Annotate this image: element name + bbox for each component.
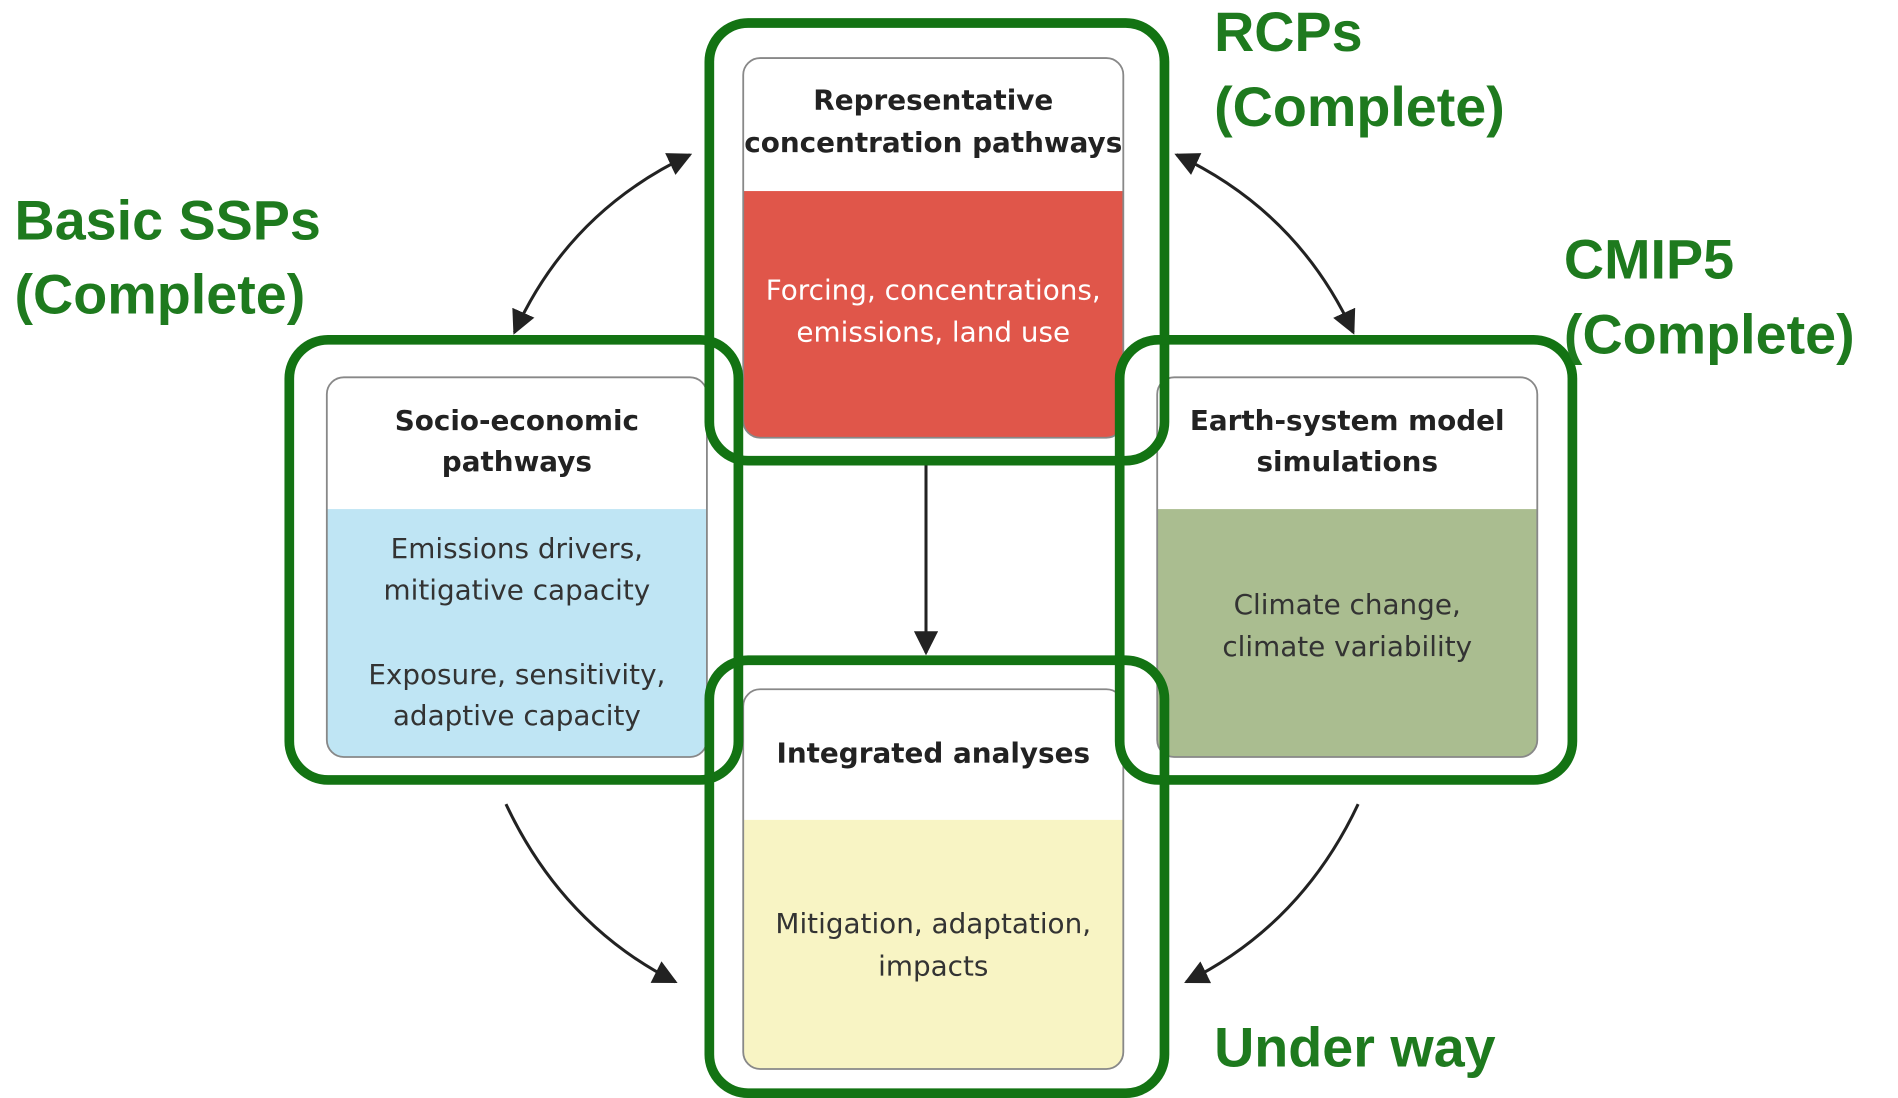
arrow bbox=[512, 153, 693, 335]
box-border bbox=[325, 376, 708, 758]
node-title: concentration pathways bbox=[744, 126, 1122, 159]
box bbox=[743, 689, 1124, 1069]
arrow bbox=[1184, 803, 1360, 984]
box bbox=[743, 58, 1124, 438]
node-body: emissions, land use bbox=[796, 316, 1070, 349]
box bbox=[1157, 377, 1538, 757]
node-title: Socio-economic bbox=[395, 404, 639, 437]
status-frame bbox=[704, 655, 1170, 1098]
node-body: Mitigation, adaptation, bbox=[775, 907, 1091, 940]
node-title: Integrated analyses bbox=[776, 737, 1090, 770]
node-body: impacts bbox=[878, 949, 988, 982]
node-title: pathways bbox=[442, 445, 592, 478]
status-frame bbox=[284, 334, 744, 785]
node-title: Earth-system model bbox=[1190, 404, 1505, 437]
status-label: Basic SSPs bbox=[15, 190, 321, 252]
status-frame bbox=[1114, 334, 1578, 785]
box-border bbox=[1156, 376, 1539, 758]
node-body: Emissions drivers, bbox=[391, 532, 643, 565]
box bbox=[326, 377, 707, 757]
node-body: Forcing, concentrations, bbox=[766, 273, 1101, 306]
arrow bbox=[1174, 153, 1356, 335]
node-title: Representative bbox=[813, 84, 1053, 117]
arrow bbox=[504, 803, 678, 984]
box-border bbox=[742, 57, 1125, 439]
node-body: adaptive capacity bbox=[393, 699, 641, 732]
status-frame bbox=[704, 18, 1170, 466]
status-label: (Complete) bbox=[15, 263, 306, 325]
node-title: simulations bbox=[1256, 445, 1438, 478]
status-label: Under way bbox=[1214, 1017, 1496, 1079]
box-border bbox=[742, 688, 1125, 1070]
node-body: Climate change, bbox=[1234, 588, 1461, 621]
status-label: CMIP5 bbox=[1564, 228, 1734, 290]
status-label: (Complete) bbox=[1564, 303, 1855, 365]
status-label: (Complete) bbox=[1214, 76, 1505, 138]
node-body: Exposure, sensitivity, bbox=[368, 658, 665, 691]
node-body: climate variability bbox=[1222, 630, 1472, 663]
status-label: RCPs bbox=[1214, 1, 1362, 63]
node-body: mitigative capacity bbox=[383, 573, 650, 606]
